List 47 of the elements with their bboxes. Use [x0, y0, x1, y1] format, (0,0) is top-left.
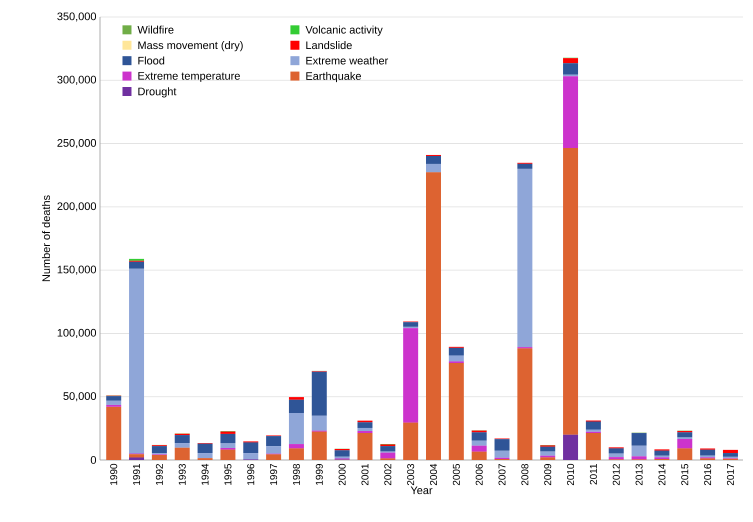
x-tick-label: 1992 — [156, 464, 163, 485]
y-tick-label: 100,000 — [58, 328, 96, 338]
x-tick-label: 1991 — [133, 464, 140, 485]
legend-label: Mass movement (dry) — [138, 41, 243, 52]
legend-label: Earthquake — [306, 72, 361, 82]
x-tick-label: 2010 — [567, 464, 574, 486]
y-tick-label: 300,000 — [57, 76, 96, 85]
x-tick-label: 2009 — [544, 464, 552, 486]
x-tick-label: 2015 — [681, 464, 688, 486]
legend-label: Extreme weather — [306, 56, 388, 64]
x-tick-label: 1996 — [247, 464, 254, 485]
y-tick-label: 350,000 — [57, 12, 96, 22]
x-tick-label: 2014 — [658, 464, 666, 486]
x-tick-label: 2013 — [636, 464, 643, 486]
x-tick-label: 2005 — [452, 464, 460, 486]
x-tick-label: 2002 — [384, 464, 392, 486]
x-tick-label: 2000 — [338, 464, 346, 486]
legend-label: Volcanic activity — [305, 26, 383, 36]
legend-label: Extreme temperature — [138, 72, 240, 82]
legend-label: Flood — [138, 56, 164, 64]
y-tick-label: 250,000 — [57, 139, 96, 148]
y-tick-label: 150,000 — [58, 266, 96, 275]
y-tick-label: 200,000 — [57, 202, 96, 212]
legend-label: Wildfire — [138, 26, 174, 34]
x-tick-label: 2007 — [498, 464, 506, 486]
y-tick-label: 0 — [90, 456, 96, 464]
x-tick-label: 1998 — [292, 464, 300, 485]
x-tick-label: 1993 — [178, 464, 186, 485]
y-tick-label: 50,000 — [63, 392, 96, 402]
x-tick-label: 2004 — [430, 464, 438, 486]
x-tick-label: 2017 — [726, 464, 734, 486]
legend-label: Landslide — [306, 41, 352, 50]
legend-label: Drought — [138, 87, 176, 98]
x-tick-label: 1994 — [202, 464, 209, 485]
x-tick-label: 1995 — [224, 464, 232, 485]
x-tick-label: 1999 — [316, 464, 323, 485]
x-tick-label: 2006 — [476, 464, 483, 486]
x-tick-label: 2012 — [612, 464, 620, 486]
x-tick-label: 2008 — [521, 464, 528, 486]
x-tick-label: 2001 — [361, 464, 368, 486]
x-tick-label: 2016 — [704, 464, 712, 486]
x-tick-label: 2003 — [407, 464, 414, 486]
x-tick-label: 1997 — [270, 464, 278, 485]
x-tick-label: 2011 — [590, 464, 597, 484]
y-axis-title: Number of deaths — [42, 195, 50, 282]
x-axis-title: Year — [410, 486, 432, 494]
x-tick-label: 1990 — [110, 464, 118, 485]
